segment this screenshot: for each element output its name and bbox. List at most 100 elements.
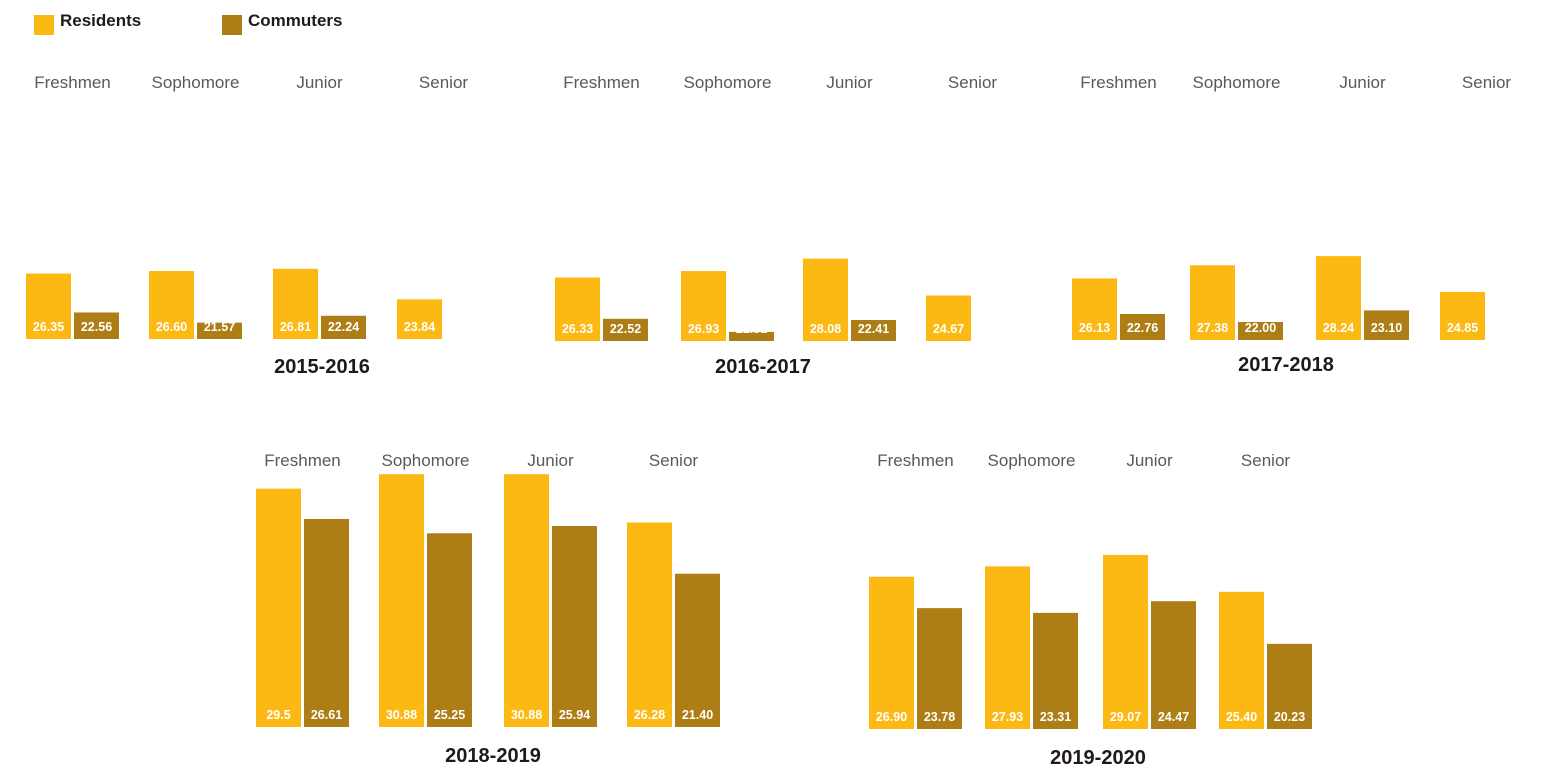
data-label-residents-freshmen: 26.33 [562,322,593,336]
data-label-residents-senior: 26.28 [634,708,665,722]
bar-residents-junior [1103,554,1148,729]
bar-commuters-senior [675,573,720,727]
bar-residents-sophomore [149,270,194,339]
data-label-residents-freshmen: 26.13 [1079,321,1110,335]
data-label-residents-junior: 30.88 [511,708,542,722]
bar-residents-junior [1316,256,1361,340]
category-label-senior: Senior [1241,451,1290,470]
category-label-sophomore: Sophomore [382,451,470,470]
bar-residents-senior [627,522,672,727]
chart-panel-2016-2017: Freshmen 26.33 22.52 Sophomore 26.93 21.31 Jun… [555,73,1012,378]
data-label-residents-freshmen: 26.35 [33,320,64,334]
data-label-residents-sophomore: 27.38 [1197,321,1228,335]
data-label-commuters-sophomore: 21.31 [736,322,767,336]
bar-residents-freshmen [26,273,71,339]
data-label-commuters-junior: 25.94 [559,708,590,722]
bar-residents-senior [926,295,971,341]
bar-residents-senior [397,299,442,339]
bar-residents-sophomore [985,566,1030,729]
chart-title: 2015-2016 [274,356,370,378]
category-label-sophomore: Sophomore [1193,73,1281,92]
bar-residents-sophomore [379,474,424,727]
data-label-commuters-sophomore: 25.25 [434,708,465,722]
data-label-commuters-senior: 20.23 [1274,710,1305,724]
bar-commuters-freshmen [603,318,648,341]
legend-label-commuters: Commuters [248,11,343,30]
chart-panel-2017-2018: Freshmen 26.13 22.76 Sophomore 27.38 22.00 Jun… [1072,73,1526,376]
bar-residents-junior [803,258,848,341]
data-label-commuters-junior: 23.10 [1371,321,1402,335]
category-label-senior: Senior [649,451,698,470]
category-label-freshmen: Freshmen [877,451,954,470]
bar-residents-freshmen [869,576,914,729]
bar-commuters-sophomore [197,322,242,339]
category-label-freshmen: Freshmen [1080,73,1157,92]
data-label-residents-sophomore: 27.93 [992,710,1023,724]
data-label-residents-senior: 23.84 [404,320,435,334]
bar-commuters-sophomore [427,533,472,727]
chart-panel-2015-2016: Freshmen 26.35 22.56 Sophomore 26.60 21.57 Jun… [26,73,483,378]
data-label-commuters-freshmen: 22.56 [81,320,112,334]
bar-commuters-junior [552,526,597,727]
bar-residents-senior [1440,291,1485,340]
chart-title: 2016-2017 [715,356,811,378]
chart-title: 2019-2020 [1050,747,1146,768]
bar-commuters-junior [1151,601,1196,729]
bar-residents-sophomore [1190,265,1235,340]
data-label-residents-senior: 25.40 [1226,710,1257,724]
data-label-commuters-senior: 19.84 [1495,321,1526,335]
data-label-commuters-freshmen: 22.52 [610,322,641,336]
data-label-residents-senior: 24.85 [1447,321,1478,335]
data-label-commuters-freshmen: 23.78 [924,710,955,724]
data-label-residents-freshmen: 26.90 [876,710,907,724]
bar-residents-freshmen [555,277,600,341]
data-label-commuters-freshmen: 26.61 [311,708,342,722]
data-label-residents-sophomore: 26.93 [688,322,719,336]
legend-swatch-residents [34,15,54,35]
category-label-senior: Senior [1462,73,1511,92]
category-label-senior: Senior [419,73,468,92]
data-label-commuters-junior: 22.41 [858,322,889,336]
data-label-commuters-freshmen: 22.76 [1127,321,1158,335]
legend-swatch-commuters [222,15,242,35]
bar-commuters-senior [1267,643,1312,729]
data-label-commuters-sophomore: 22.00 [1245,321,1276,335]
data-label-commuters-senior: 19.32 [452,320,483,334]
data-label-residents-freshmen: 29.5 [266,708,290,722]
bar-commuters-freshmen [917,608,962,729]
chart-panel-2019-2020: Freshmen 26.90 23.78 Sophomore 27.93 23.31 Jun… [869,451,1312,768]
data-label-residents-junior: 26.81 [280,320,311,334]
bar-commuters-sophomore [1238,322,1283,340]
bar-commuters-junior [851,319,896,341]
data-label-commuters-senior: 19.52 [981,322,1012,336]
category-label-junior: Junior [826,73,873,92]
bar-commuters-freshmen [74,312,119,339]
bar-residents-freshmen [256,488,301,727]
bar-commuters-freshmen [304,518,349,727]
category-label-junior: Junior [1126,451,1173,470]
data-label-residents-junior: 28.08 [810,322,841,336]
bar-residents-junior [504,474,549,727]
data-label-residents-sophomore: 26.60 [156,320,187,334]
category-label-junior: Junior [527,451,574,470]
legend-item-commuters: Commuters [222,10,342,35]
data-label-commuters-sophomore: 23.31 [1040,710,1071,724]
category-label-freshmen: Freshmen [563,73,640,92]
chart-panel-2018-2019: Freshmen 29.5 26.61 Sophomore 30.88 25.25 Juni… [256,451,720,767]
chart-title: 2018-2019 [445,745,541,767]
data-label-commuters-junior: 24.47 [1158,710,1189,724]
category-label-freshmen: Freshmen [34,73,111,92]
bar-commuters-freshmen [1120,313,1165,340]
data-label-residents-senior: 24.67 [933,322,964,336]
data-label-commuters-junior: 22.24 [328,320,359,334]
category-label-junior: Junior [296,73,343,92]
category-label-sophomore: Sophomore [988,451,1076,470]
data-label-residents-sophomore: 30.88 [386,708,417,722]
bar-residents-junior [273,268,318,339]
data-label-commuters-senior: 21.40 [682,708,713,722]
bar-residents-freshmen [1072,278,1117,340]
bar-commuters-sophomore [729,331,774,341]
bar-residents-sophomore [681,271,726,341]
bar-commuters-junior [321,315,366,339]
